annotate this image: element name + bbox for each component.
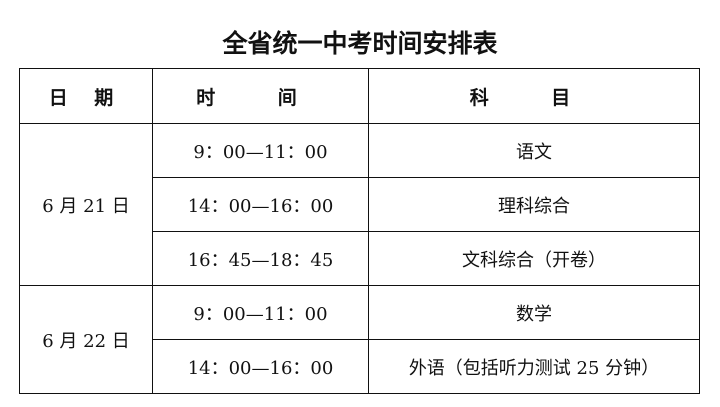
table-row: 16：45—18：45 文科综合（开卷） xyxy=(20,231,700,286)
schedule-table: 日 期 时 间 科 目 6 月 21 日 9：00—11：00 语文 14：00… xyxy=(19,68,700,394)
time-cell: 14：00—16：00 xyxy=(152,339,369,394)
date-cell: 6 月 22 日 xyxy=(19,285,153,394)
table-header-row: 日 期 时 间 科 目 xyxy=(19,68,700,124)
subject-cell: 理科综合 xyxy=(368,177,700,232)
header-subject: 科 目 xyxy=(368,68,700,124)
subject-cell: 数学 xyxy=(368,285,700,340)
time-cell: 9：00—11：00 xyxy=(152,123,369,178)
subject-cell: 外语（包括听力测试 25 分钟） xyxy=(368,339,700,394)
time-cell: 16：45—18：45 xyxy=(152,231,369,286)
table-row: 14：00—16：00 理科综合 xyxy=(20,177,700,232)
header-date: 日 期 xyxy=(19,68,153,124)
table-row: 6 月 21 日 9：00—11：00 语文 xyxy=(19,123,700,286)
subject-cell: 语文 xyxy=(368,123,700,178)
table-row: 14：00—16：00 外语（包括听力测试 25 分钟） xyxy=(20,339,700,394)
table-row: 6 月 22 日 9：00—11：00 数学 xyxy=(19,285,700,394)
time-cell: 9：00—11：00 xyxy=(152,285,369,340)
page-title: 全省统一中考时间安排表 xyxy=(222,29,498,58)
time-cell: 14：00—16：00 xyxy=(152,177,369,232)
subject-cell: 文科综合（开卷） xyxy=(368,231,700,286)
header-time: 时 间 xyxy=(152,68,369,124)
date-cell: 6 月 21 日 xyxy=(19,123,153,286)
